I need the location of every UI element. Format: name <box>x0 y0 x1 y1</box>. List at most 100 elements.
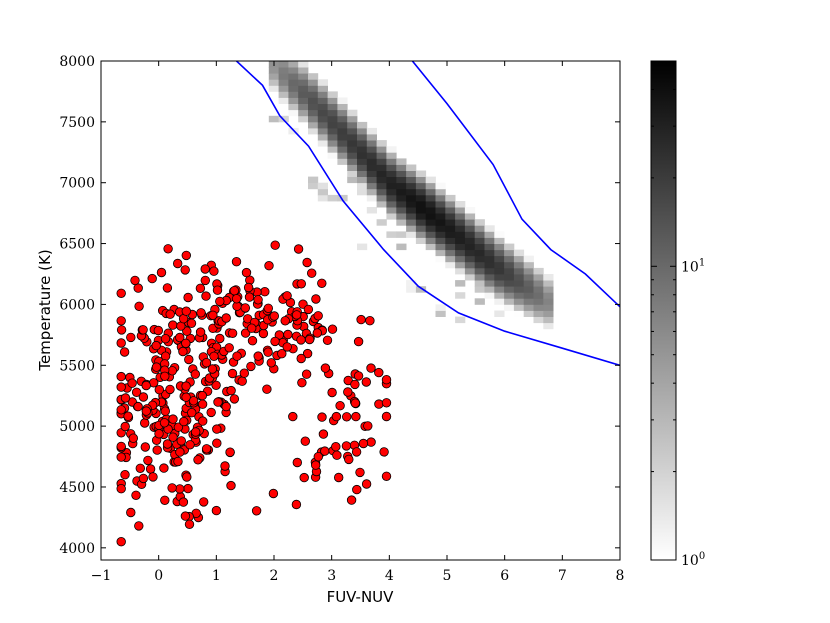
scatter-point <box>207 364 218 374</box>
density-bin <box>494 249 505 257</box>
density-bin <box>347 152 358 159</box>
scatter-point <box>296 279 307 289</box>
density-bin <box>376 164 387 171</box>
boundary-curve-2 <box>411 61 620 308</box>
density-bin <box>288 61 299 68</box>
density-bin <box>533 274 544 281</box>
density-bin <box>455 316 466 324</box>
density-bin <box>327 127 338 135</box>
scatter-point <box>229 286 240 296</box>
density-bin <box>494 231 505 238</box>
density-bin <box>435 225 446 232</box>
density-bin <box>366 146 377 153</box>
density-bin <box>533 298 544 305</box>
density-bin <box>376 158 387 165</box>
density-bin <box>435 207 446 214</box>
density-bin <box>445 219 456 226</box>
colorbar: 100 101 <box>650 60 705 569</box>
density-bin <box>474 225 485 232</box>
density-bin <box>435 231 446 238</box>
density-bin <box>513 298 525 305</box>
density-bin <box>484 261 495 269</box>
scatter-point <box>168 320 178 330</box>
scatter-point <box>185 440 195 450</box>
scatter-point <box>154 385 165 395</box>
scatter-point <box>141 380 151 391</box>
scatter-point <box>176 436 187 446</box>
density-bin <box>308 182 319 190</box>
scatter-point <box>232 351 242 361</box>
scatter-point <box>227 328 238 339</box>
density-bin <box>494 292 505 299</box>
scatter-point <box>263 303 274 314</box>
density-bin <box>406 207 417 214</box>
density-bin <box>357 121 368 129</box>
y-axis: 4000 4500 5000 5500 6000 6500 7000 7500 8000 <box>59 54 620 557</box>
scatter-point <box>379 447 389 457</box>
scatter-point <box>303 304 314 315</box>
scatter-point <box>212 424 222 434</box>
density-bin <box>327 97 338 104</box>
density-bin <box>435 213 446 220</box>
density-bin <box>513 267 525 275</box>
density-bin <box>494 310 505 317</box>
density-bin <box>366 188 377 196</box>
density-bin <box>494 274 505 281</box>
scatter-point <box>253 351 263 361</box>
density-bin <box>504 267 515 275</box>
x-tick-label: 3 <box>327 568 336 584</box>
y-tick-label: 6500 <box>59 237 95 253</box>
scatter-point <box>186 408 197 418</box>
density-bin <box>455 280 466 287</box>
scatter-point <box>351 447 362 457</box>
scatter-point <box>209 351 219 362</box>
x-tick-label: −1 <box>91 568 112 584</box>
x-tick-label: 1 <box>212 568 221 584</box>
density-bin <box>474 255 485 263</box>
scatter-point <box>151 362 162 372</box>
density-bin <box>513 304 525 311</box>
density-bin <box>484 280 495 287</box>
density-bin <box>376 194 387 202</box>
scatter-point <box>183 483 193 494</box>
density-bin <box>337 158 348 165</box>
density-bin <box>298 67 309 74</box>
scatter-point <box>138 392 149 402</box>
scatter-point <box>317 278 327 289</box>
scatter-point <box>200 275 211 286</box>
scatter-point <box>291 499 302 510</box>
density-bin <box>543 274 554 281</box>
scatter-point <box>227 368 238 379</box>
density-bin <box>425 225 436 232</box>
density-bin <box>513 286 525 293</box>
y-tick-label: 4000 <box>59 541 95 557</box>
density-bin <box>396 158 407 165</box>
density-bin <box>347 121 358 129</box>
scatter-point <box>332 450 342 460</box>
density-bin <box>523 304 534 311</box>
density-bin <box>298 85 309 92</box>
density-bin <box>357 243 368 251</box>
density-bin <box>464 207 476 214</box>
density-bin <box>455 213 466 220</box>
scatter-point <box>209 266 219 276</box>
scatter-point <box>215 296 225 307</box>
density-bin <box>376 140 387 147</box>
scatter-series <box>116 240 392 547</box>
density-bin <box>455 243 466 251</box>
scatter-point <box>168 432 178 442</box>
scatter-point <box>335 401 345 411</box>
density-bin <box>533 280 544 287</box>
density-bin <box>425 201 436 208</box>
scatter-point <box>221 313 231 323</box>
density-bin <box>543 304 554 311</box>
scatter-point <box>246 323 257 333</box>
density-bin <box>396 194 407 202</box>
scatter-point <box>331 442 341 452</box>
scatter-point <box>363 421 373 431</box>
scatter-point <box>181 381 191 391</box>
scatter-point <box>341 441 352 451</box>
density-bin <box>425 176 436 184</box>
density-bin <box>366 127 377 135</box>
density-bin <box>445 225 456 232</box>
